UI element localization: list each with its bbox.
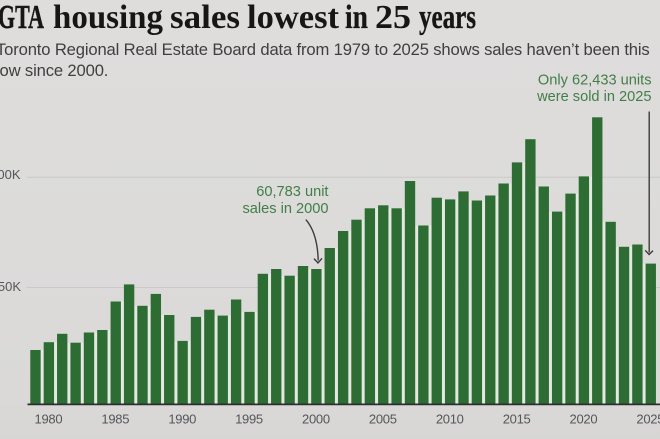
svg-text:2010: 2010 [436,412,464,427]
svg-text:2015: 2015 [503,412,531,427]
svg-text:1995: 1995 [235,412,263,427]
svg-text:were sold in 2025: were sold in 2025 [536,89,651,105]
svg-text:sales in 2000: sales in 2000 [242,201,328,217]
svg-text:1990: 1990 [168,412,196,427]
svg-text:1980: 1980 [35,412,63,427]
svg-text:2000: 2000 [302,412,330,427]
svg-text:50K: 50K [0,279,21,294]
svg-text:2025: 2025 [636,412,660,427]
svg-text:1985: 1985 [101,412,129,427]
svg-text:00K: 00K [0,167,21,182]
svg-text:2020: 2020 [570,412,598,427]
svg-text:60,783 unit: 60,783 unit [256,184,328,200]
svg-text:Only 62,433 units: Only 62,433 units [538,73,652,89]
svg-text:2005: 2005 [369,412,397,427]
